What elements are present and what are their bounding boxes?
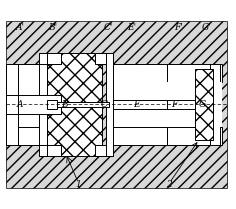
Bar bbox=[113, 100, 167, 109]
Bar bbox=[6, 127, 61, 144]
Bar bbox=[95, 53, 113, 65]
Text: B: B bbox=[61, 100, 68, 109]
Text: C: C bbox=[101, 100, 107, 109]
Bar bbox=[113, 65, 167, 82]
Bar bbox=[39, 53, 61, 65]
Bar bbox=[47, 53, 102, 156]
Bar bbox=[167, 65, 222, 82]
Bar bbox=[106, 53, 113, 156]
Text: G: G bbox=[198, 100, 206, 109]
Text: G': G' bbox=[202, 23, 211, 32]
Text: B': B' bbox=[48, 23, 57, 32]
Text: A': A' bbox=[16, 23, 25, 32]
Text: F': F' bbox=[174, 23, 183, 32]
Bar bbox=[195, 69, 213, 140]
Bar bbox=[18, 82, 61, 127]
Bar bbox=[6, 95, 61, 114]
Bar bbox=[167, 100, 195, 109]
Text: A: A bbox=[17, 100, 23, 109]
Bar bbox=[39, 53, 47, 156]
Text: C': C' bbox=[104, 23, 113, 32]
Bar bbox=[6, 65, 18, 144]
Text: E: E bbox=[133, 100, 140, 109]
Bar bbox=[113, 127, 167, 144]
Bar bbox=[57, 102, 109, 107]
Bar bbox=[113, 82, 167, 127]
Text: 1: 1 bbox=[76, 180, 81, 189]
Bar bbox=[167, 82, 222, 127]
Bar bbox=[6, 65, 61, 82]
Text: E': E' bbox=[127, 23, 137, 32]
Bar bbox=[39, 144, 61, 156]
Bar bbox=[210, 65, 220, 144]
Bar bbox=[95, 144, 113, 156]
Text: F: F bbox=[171, 100, 177, 109]
Bar bbox=[47, 100, 57, 109]
Text: 2: 2 bbox=[166, 180, 172, 189]
Bar bbox=[167, 127, 222, 144]
